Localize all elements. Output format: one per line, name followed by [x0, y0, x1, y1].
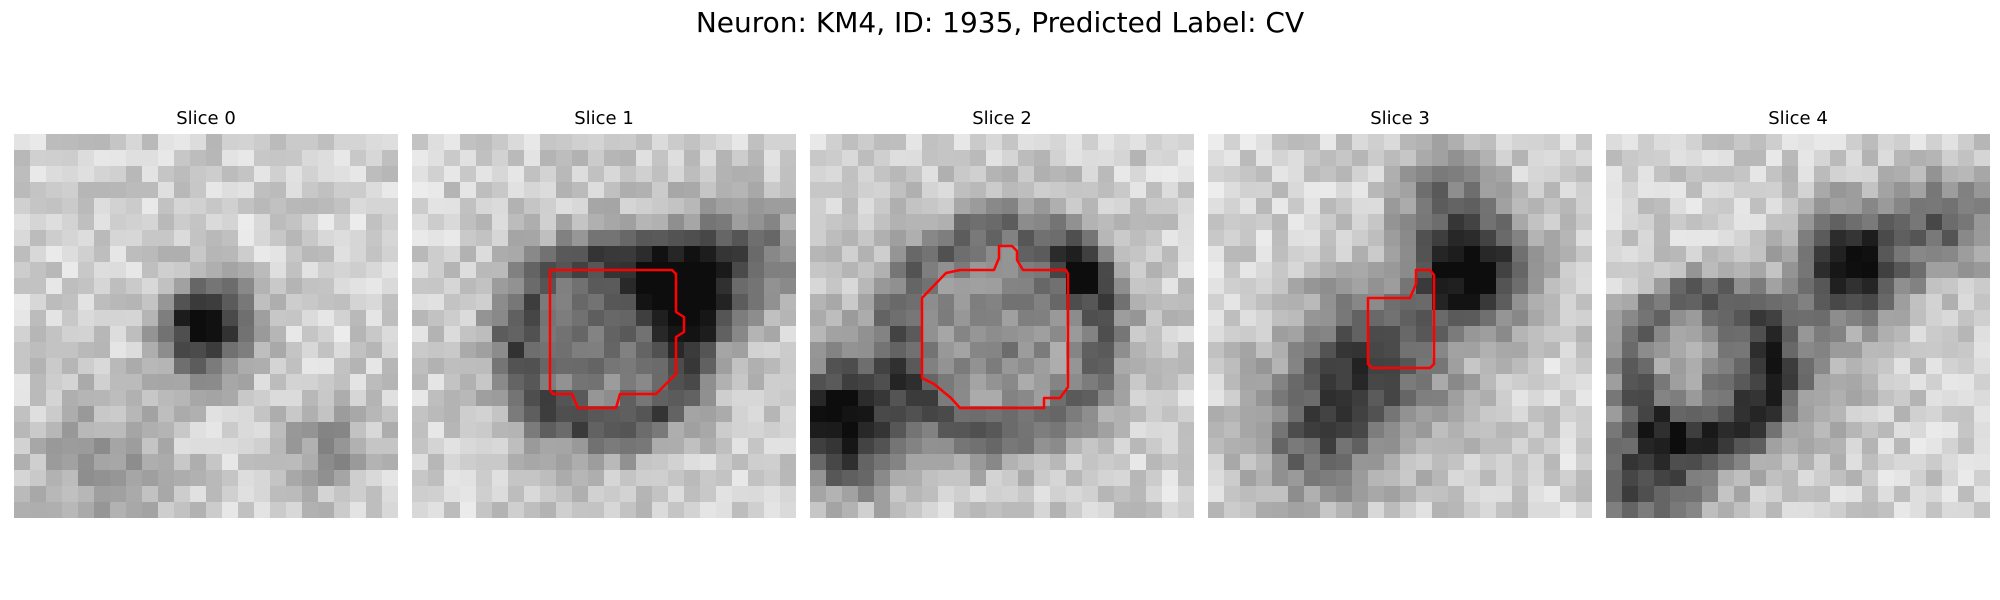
panel-title-slice-2: Slice 2 [972, 108, 1032, 129]
figure-title: Neuron: KM4, ID: 1935, Predicted Label: … [695, 6, 1305, 39]
pixel-mosaic [14, 134, 398, 518]
panel-title-slice-4: Slice 4 [1768, 108, 1828, 129]
slice-image-0 [14, 134, 398, 518]
panel-title-slice-3: Slice 3 [1370, 108, 1430, 129]
pixel-mosaic [1606, 134, 1990, 518]
slice-image-3 [1208, 134, 1592, 518]
panel-title-slice-1: Slice 1 [574, 108, 634, 129]
roi-contour [920, 244, 1070, 410]
roi-contour [548, 268, 686, 410]
roi-contour [1366, 268, 1436, 370]
slice-image-4 [1606, 134, 1990, 518]
slice-image-2 [810, 134, 1194, 518]
pixel-mosaic [412, 134, 796, 518]
pixel-mosaic [810, 134, 1194, 518]
slice-image-1 [412, 134, 796, 518]
pixel-mosaic [1208, 134, 1592, 518]
panel-title-slice-0: Slice 0 [176, 108, 236, 129]
